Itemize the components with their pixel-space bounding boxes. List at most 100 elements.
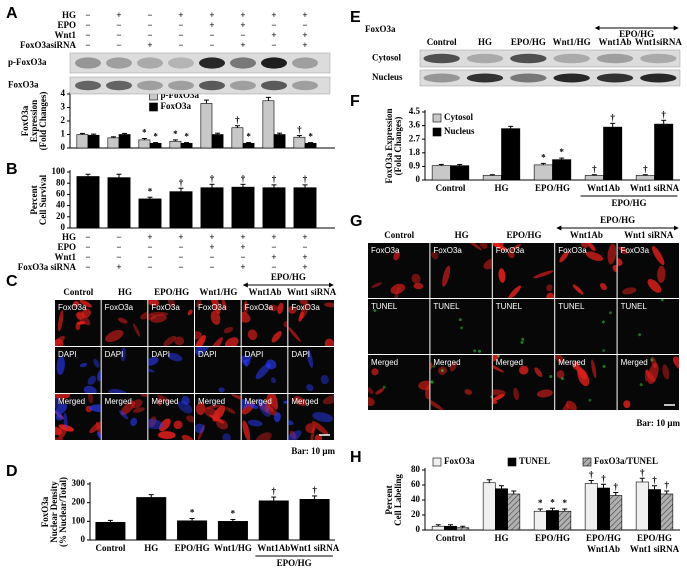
y-tick-label: 1.8 [409,147,421,157]
cell-blob [55,338,64,346]
micrograph-row-label: DAPI [105,350,124,359]
condition-mark: + [178,232,183,242]
significance-marker: † [210,173,215,183]
significance-marker: † [235,115,240,125]
condition-mark: + [302,10,307,20]
x-tick-label: Wnt1Ab [257,543,290,553]
legend-swatch [149,102,158,112]
cell-blob [662,364,670,380]
cell-blob [243,300,249,315]
cell-blob [55,413,63,421]
y-axis-label: Cell Survival [38,174,48,225]
condition-mark: + [116,10,121,20]
cell-blob [518,365,529,375]
cell-blob [510,244,521,252]
cell-blob [173,420,183,430]
significance-marker: † [652,475,657,485]
y-axis-label: Nuclear Density [49,481,59,543]
blot-band [168,57,194,69]
cell-blob [609,311,613,315]
micrograph-row-label: FoxO3a [558,246,587,255]
blot-band [261,80,287,91]
cell-blob [639,383,643,387]
y-axis-label: Percent [29,185,39,214]
condition-mark: − [85,40,90,50]
blot-band [292,80,318,91]
condition-mark: + [209,20,214,30]
condition-mark: − [147,10,152,20]
y-tick-label: 80 [411,464,421,474]
cell-blob [132,407,145,413]
cell-blob [243,359,251,366]
cell-blob [255,363,271,380]
panel-letter: A [6,5,18,22]
cell-blob [247,329,258,341]
cell-blob [148,356,159,366]
micrograph-content [371,251,424,298]
condition-mark: − [178,30,183,40]
micrograph-row-label: Merged [151,397,178,406]
group-label: EPO/HG [600,215,635,225]
cell-blob [210,300,221,314]
bar [507,493,521,531]
cell-blob [320,374,329,385]
cell-blob [212,405,226,422]
cell-blob [394,286,400,298]
micrograph-content [638,299,664,337]
y-axis-label: Percent [384,485,394,514]
cell-blob [612,264,617,273]
cell-blob [492,389,506,396]
cell-blob [231,394,241,402]
cell-blob [288,419,294,426]
significance-marker: † [613,482,618,492]
significance-marker: * [550,497,555,507]
bar [177,520,208,541]
cell-blob [117,317,128,324]
condition-mark: − [209,30,214,40]
bar [635,481,649,531]
panel-letter: G [350,213,362,230]
legend-label: Cytosol [444,112,473,122]
cell-blob [174,336,184,346]
cell-blob [288,326,301,342]
y-tick-label: 100 [72,515,86,525]
condition-mark: + [271,30,276,40]
micrograph-row-label: FoxO3a [245,303,274,312]
condition-mark: − [302,20,307,30]
condition-mark: − [178,242,183,252]
panel-letter: D [6,463,18,480]
cell-blob [418,380,430,391]
bar [635,175,655,181]
cell-blob [158,431,176,440]
cell-blob [132,323,141,337]
cell-blob [277,302,284,315]
condition-mark: − [116,20,121,30]
blot-band [230,57,256,69]
condition-mark: − [116,252,121,262]
cell-blob [368,387,374,395]
cell-blob [241,399,248,409]
cell-blob [75,312,91,326]
blot-column-label: Wnt1siRNA [635,37,683,47]
blot-column-label: Wnt1Ab [598,37,631,47]
significance-marker: † [640,467,645,477]
panel-letter: B [6,161,18,178]
micrograph-column-label: EPO/HG [154,287,189,297]
bar [76,176,100,229]
significance-marker: † [610,112,615,122]
blot-band [640,53,677,64]
cell-blob [149,416,157,428]
cell-blob [607,243,617,265]
micrograph-content [148,394,194,440]
cell-blob [196,300,202,308]
micrograph-content [559,243,617,295]
bar [304,142,317,149]
y-tick-label: 0 [61,142,66,152]
micrograph-content [492,243,555,298]
micrograph-cell [148,300,194,346]
legend-swatch [507,457,517,467]
bar [169,140,182,149]
blot-band [292,57,318,69]
micrograph-content [288,300,335,346]
cell-blob [601,320,605,324]
